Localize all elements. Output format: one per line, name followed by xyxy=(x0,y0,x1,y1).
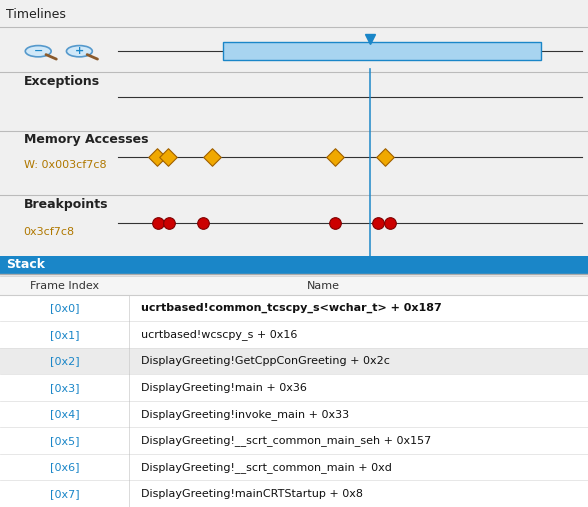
Text: W: 0x003cf7c8: W: 0x003cf7c8 xyxy=(24,160,106,170)
Text: [0x0]: [0x0] xyxy=(50,303,79,313)
Bar xyxy=(0,348,588,375)
Bar xyxy=(0,427,588,454)
Point xyxy=(165,219,174,227)
Text: [0x3]: [0x3] xyxy=(50,383,79,393)
Text: Name: Name xyxy=(307,281,340,291)
Point xyxy=(153,219,162,227)
Bar xyxy=(0,481,588,507)
Point xyxy=(207,154,216,162)
Bar xyxy=(0,276,588,295)
Text: [0x2]: [0x2] xyxy=(50,356,79,366)
Point xyxy=(380,154,390,162)
Text: [0x5]: [0x5] xyxy=(50,436,79,446)
Text: Stack: Stack xyxy=(6,259,45,271)
Point xyxy=(152,154,162,162)
Text: Memory Accesses: Memory Accesses xyxy=(24,133,148,146)
Text: [0x4]: [0x4] xyxy=(50,409,79,419)
Bar xyxy=(0,375,588,401)
Text: +: + xyxy=(75,46,84,56)
Point xyxy=(198,219,208,227)
Point xyxy=(163,154,172,162)
Bar xyxy=(0,295,588,321)
Circle shape xyxy=(25,46,51,57)
Text: DisplayGreeting!GetCppConGreeting + 0x2c: DisplayGreeting!GetCppConGreeting + 0x2c xyxy=(141,356,390,366)
Text: Frame Index: Frame Index xyxy=(30,281,99,291)
Text: −: − xyxy=(34,46,43,56)
Text: DisplayGreeting!__scrt_common_main + 0xd: DisplayGreeting!__scrt_common_main + 0xd xyxy=(141,462,392,473)
Point xyxy=(385,219,395,227)
Text: DisplayGreeting!main + 0x36: DisplayGreeting!main + 0x36 xyxy=(141,383,307,393)
Text: Exceptions: Exceptions xyxy=(24,76,99,88)
Bar xyxy=(223,42,541,60)
Text: ucrtbased!common_tcscpy_s<wchar_t> + 0x187: ucrtbased!common_tcscpy_s<wchar_t> + 0x1… xyxy=(141,303,442,313)
Bar xyxy=(0,454,588,481)
Text: Timelines: Timelines xyxy=(6,8,66,21)
Circle shape xyxy=(66,46,92,57)
Text: 0x3cf7c8: 0x3cf7c8 xyxy=(24,227,75,237)
Text: Breakpoints: Breakpoints xyxy=(24,198,108,211)
Bar xyxy=(0,401,588,427)
Text: [0x7]: [0x7] xyxy=(50,489,79,499)
Text: DisplayGreeting!__scrt_common_main_seh + 0x157: DisplayGreeting!__scrt_common_main_seh +… xyxy=(141,436,432,446)
Bar xyxy=(0,321,588,348)
Point xyxy=(330,154,340,162)
Bar xyxy=(0,256,588,274)
Text: DisplayGreeting!invoke_main + 0x33: DisplayGreeting!invoke_main + 0x33 xyxy=(141,409,349,420)
Text: [0x1]: [0x1] xyxy=(50,330,79,340)
Point xyxy=(373,219,383,227)
Text: ucrtbased!wcscpy_s + 0x16: ucrtbased!wcscpy_s + 0x16 xyxy=(141,329,298,340)
Text: DisplayGreeting!mainCRTStartup + 0x8: DisplayGreeting!mainCRTStartup + 0x8 xyxy=(141,489,363,499)
Text: [0x6]: [0x6] xyxy=(50,462,79,472)
Point xyxy=(330,219,340,227)
